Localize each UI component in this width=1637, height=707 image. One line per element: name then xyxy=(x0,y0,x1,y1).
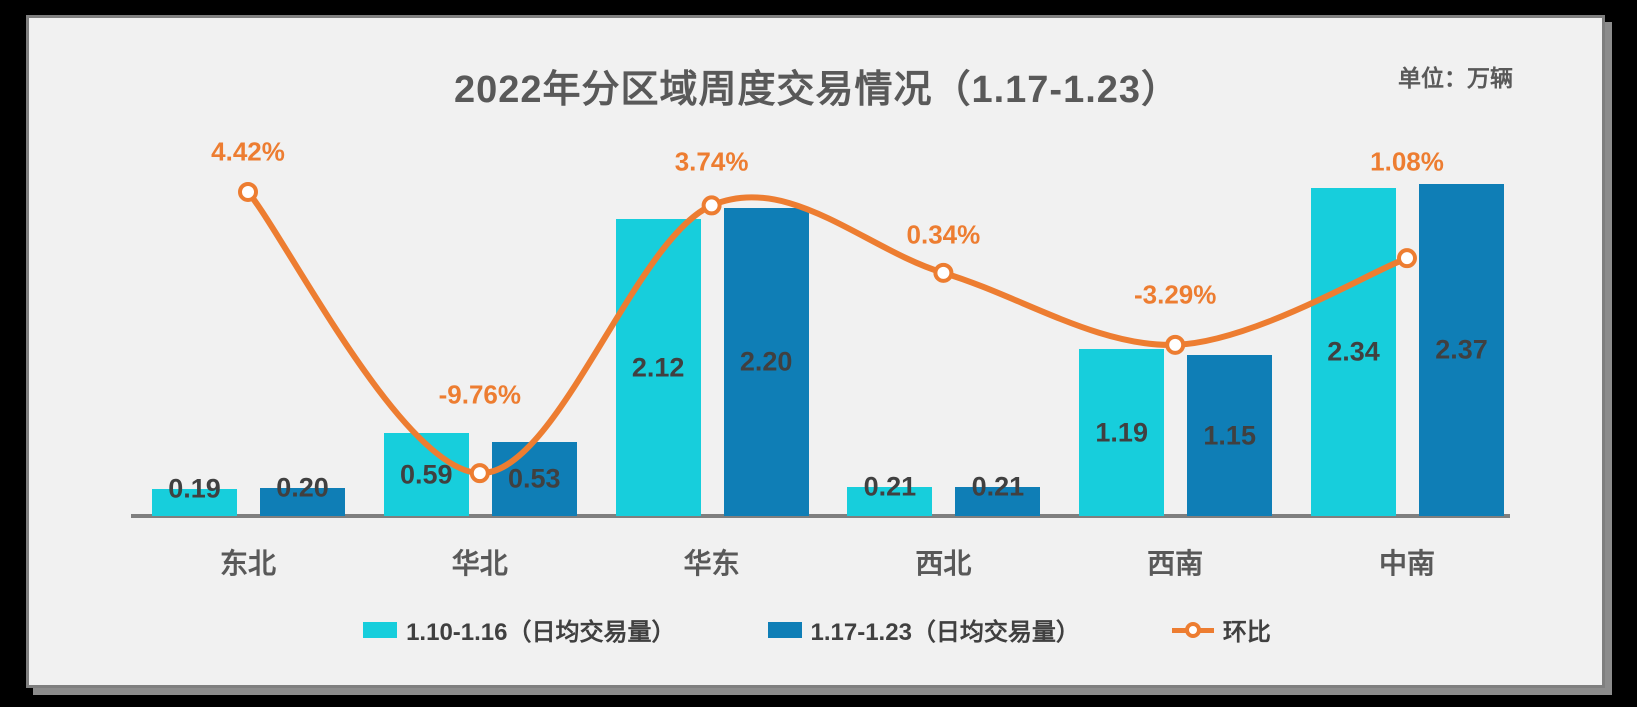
pct-label-西北: 0.34% xyxy=(906,219,981,250)
category-label-华北: 华北 xyxy=(451,548,508,579)
bar-value-label: 2.12 xyxy=(631,352,685,383)
x-axis-line xyxy=(131,514,1510,518)
bar-value-label: 1.19 xyxy=(1095,417,1148,448)
bar-value-label: 0.21 xyxy=(863,471,917,502)
bar-week2-东北 xyxy=(260,488,345,516)
legend-label-week1: 1.10-1.16（日均交易量） xyxy=(406,619,676,646)
bar-week1-华东 xyxy=(615,219,701,516)
bar-week2-华北 xyxy=(491,441,577,516)
pct-label-东北: 4.42% xyxy=(211,136,285,167)
bar-week1-西南 xyxy=(1079,349,1165,516)
bar-value-label: 2.20 xyxy=(739,346,793,377)
trend-line xyxy=(245,188,1410,477)
bar-week1-东北 xyxy=(152,489,237,516)
trend-marker-东北 xyxy=(238,181,258,202)
category-label-华东: 华东 xyxy=(683,548,740,579)
legend-label-week2: 1.17-1.23（日均交易量） xyxy=(810,619,1080,646)
bar-value-label: 2.34 xyxy=(1327,336,1380,367)
trend-marker-华北 xyxy=(469,463,490,484)
category-label-中南: 中南 xyxy=(1378,548,1436,579)
unit-label: 单位：万辆 xyxy=(1398,65,1513,91)
bar-value-label: 2.37 xyxy=(1435,334,1488,365)
legend-swatch-ratio-line xyxy=(1171,621,1214,638)
legend-line-marker-icon xyxy=(1184,621,1201,638)
pct-label-华北: -9.76% xyxy=(438,379,521,410)
bar-week2-华东 xyxy=(723,208,809,516)
bar-week2-西南 xyxy=(1187,355,1273,516)
category-label-西南: 西南 xyxy=(1147,548,1204,579)
legend-item-week2: 1.17-1.23（日均交易量） xyxy=(767,612,1080,647)
bar-value-label: 0.21 xyxy=(971,471,1025,502)
category-label-西北: 西北 xyxy=(915,548,972,579)
legend-swatch-week1-bar xyxy=(363,621,398,638)
legend-label-ratio: 环比 xyxy=(1222,619,1271,646)
bar-value-label: 0.20 xyxy=(276,472,329,503)
trend-marker-中南 xyxy=(1397,248,1417,269)
bar-week2-中南 xyxy=(1419,184,1504,516)
bar-week2-西北 xyxy=(955,486,1041,516)
chart-title: 2022年分区域周度交易情况（1.17-1.23） xyxy=(453,69,1181,111)
trend-marker-西南 xyxy=(1165,334,1186,355)
legend-swatch-week2-bar xyxy=(767,621,802,638)
bar-value-label: 1.15 xyxy=(1203,420,1256,450)
bar-value-label: 0.59 xyxy=(400,459,453,490)
pct-label-中南: 1.08% xyxy=(1370,146,1444,177)
trend-marker-西北 xyxy=(933,262,954,283)
bar-week1-西北 xyxy=(847,486,933,516)
pct-label-华东: 3.74% xyxy=(674,146,749,177)
legend-item-ratio: 环比 xyxy=(1171,612,1271,647)
pct-label-西南: -3.29% xyxy=(1133,279,1217,310)
legend: 1.10-1.16（日均交易量） 1.17-1.23（日均交易量） 环比 xyxy=(29,612,1605,647)
bar-value-label: 0.19 xyxy=(168,473,221,504)
bar-value-label: 0.53 xyxy=(508,463,561,494)
bar-week1-中南 xyxy=(1311,188,1396,516)
trend-marker-华东 xyxy=(701,195,722,216)
legend-item-week1: 1.10-1.16（日均交易量） xyxy=(363,612,676,647)
category-label-东北: 东北 xyxy=(219,548,277,579)
